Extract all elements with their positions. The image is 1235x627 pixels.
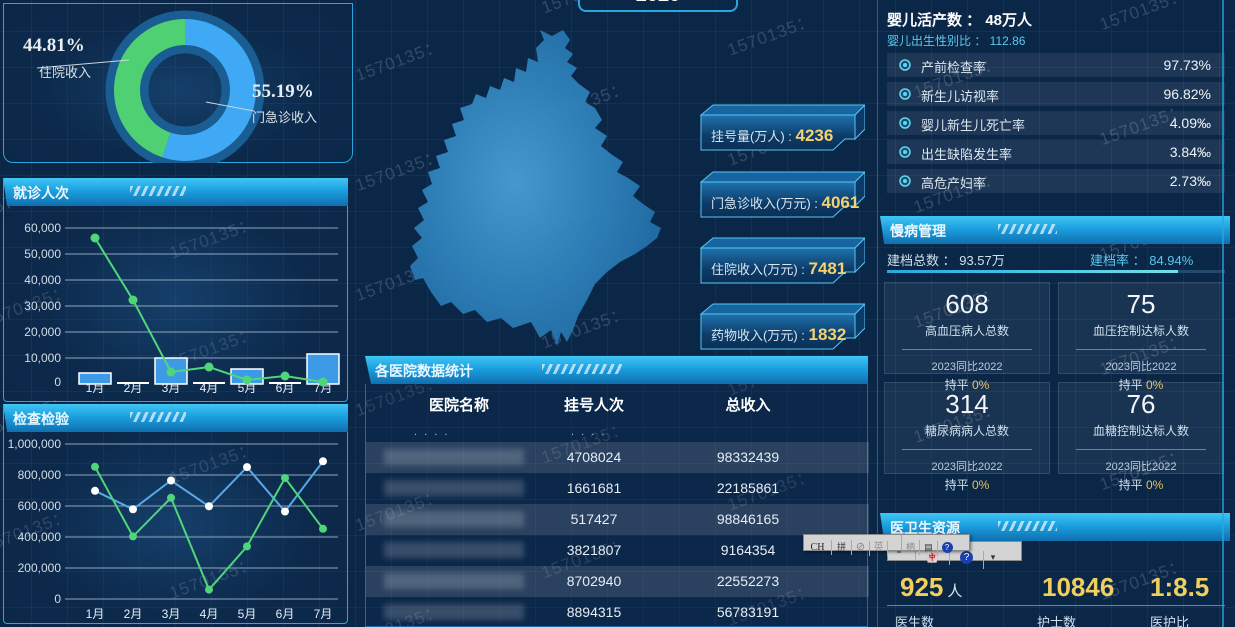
svg-text:1月: 1月: [86, 607, 105, 621]
svg-text:60,000: 60,000: [24, 221, 61, 235]
svg-text:7月: 7月: [314, 607, 333, 621]
svg-text:4月: 4月: [200, 607, 219, 621]
svg-text:400,000: 400,000: [18, 530, 62, 544]
svg-text:600,000: 600,000: [18, 499, 62, 513]
svg-text:10,000: 10,000: [24, 351, 61, 365]
svg-text:5月: 5月: [238, 607, 257, 621]
svg-text:50,000: 50,000: [24, 247, 61, 261]
svg-text:6月: 6月: [276, 607, 295, 621]
svg-text:3月: 3月: [162, 607, 181, 621]
svg-text:0: 0: [54, 375, 61, 389]
svg-text:30,000: 30,000: [24, 299, 61, 313]
svg-text:1,000,000: 1,000,000: [8, 437, 62, 451]
svg-text:800,000: 800,000: [18, 468, 62, 482]
svg-text:40,000: 40,000: [24, 273, 61, 287]
svg-text:2月: 2月: [124, 607, 143, 621]
svg-text:0: 0: [54, 592, 61, 606]
svg-text:20,000: 20,000: [24, 325, 61, 339]
svg-text:200,000: 200,000: [18, 561, 62, 575]
